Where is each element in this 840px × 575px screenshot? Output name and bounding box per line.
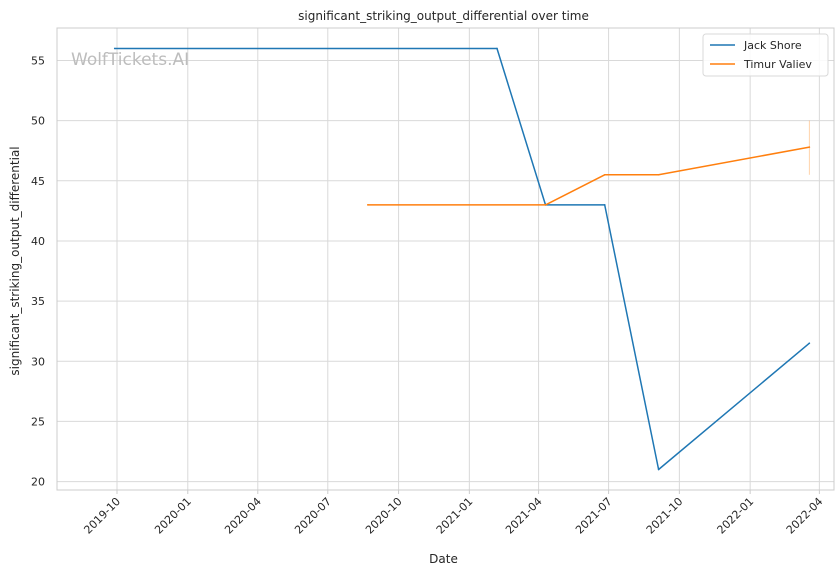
data-point (808, 146, 811, 148)
series-layer (113, 47, 811, 471)
x-tick-labels: 2019-10 2020-01 2020-04 2020-07 2020-10 2021-… (81, 490, 826, 537)
data-point (657, 173, 660, 176)
x-tick-label: 2019-10 (81, 495, 123, 537)
data-point (113, 47, 116, 50)
y-tick-labels: 20 25 30 35 40 45 50 55 (31, 54, 45, 488)
series-line-timur-valiev (367, 146, 810, 206)
x-tick-label: 2021-07 (573, 495, 615, 537)
watermark: WolfTickets.AI (71, 50, 189, 70)
y-axis-label: significant_striking_output_differential (8, 146, 22, 375)
chart-title: significant_striking_output_differential… (298, 9, 589, 23)
data-point (603, 204, 606, 206)
x-tick-label: 2020-10 (363, 495, 405, 537)
x-axis-label: Date (429, 552, 458, 566)
data-point (808, 342, 811, 345)
x-tick-label: 2020-07 (292, 495, 334, 537)
y-tick-label: 55 (31, 54, 45, 67)
legend-label: Jack Shore (743, 39, 802, 52)
x-gridlines (116, 28, 820, 490)
data-point (544, 204, 547, 206)
y-tick-label: 35 (31, 295, 45, 308)
y-tick-label: 45 (31, 175, 45, 188)
y-tick-label: 30 (31, 355, 45, 368)
y-tick-label: 20 (31, 476, 45, 489)
series-line-jack-shore (114, 47, 810, 471)
y-gridlines (57, 59, 834, 483)
x-tick-label: 2021-01 (434, 495, 476, 537)
y-tick-label: 25 (31, 415, 45, 428)
plot-frame (56, 27, 835, 491)
y-tick-label: 50 (31, 115, 45, 128)
y-tick-label: 40 (31, 235, 45, 248)
x-tick-label: 2020-04 (222, 495, 264, 537)
legend-label: Timur Valiev (743, 58, 812, 71)
x-tick-label: 2020-01 (152, 495, 194, 537)
x-tick-label: 2022-04 (784, 495, 826, 537)
x-tick-label: 2022-01 (715, 495, 757, 537)
data-point (367, 204, 369, 206)
x-tick-label: 2021-10 (644, 495, 686, 537)
data-point (657, 468, 660, 471)
data-point (603, 173, 606, 176)
legend: Jack Shore Timur Valiev (702, 33, 829, 77)
data-point (496, 47, 498, 50)
x-tick-label: 2021-04 (503, 495, 545, 537)
